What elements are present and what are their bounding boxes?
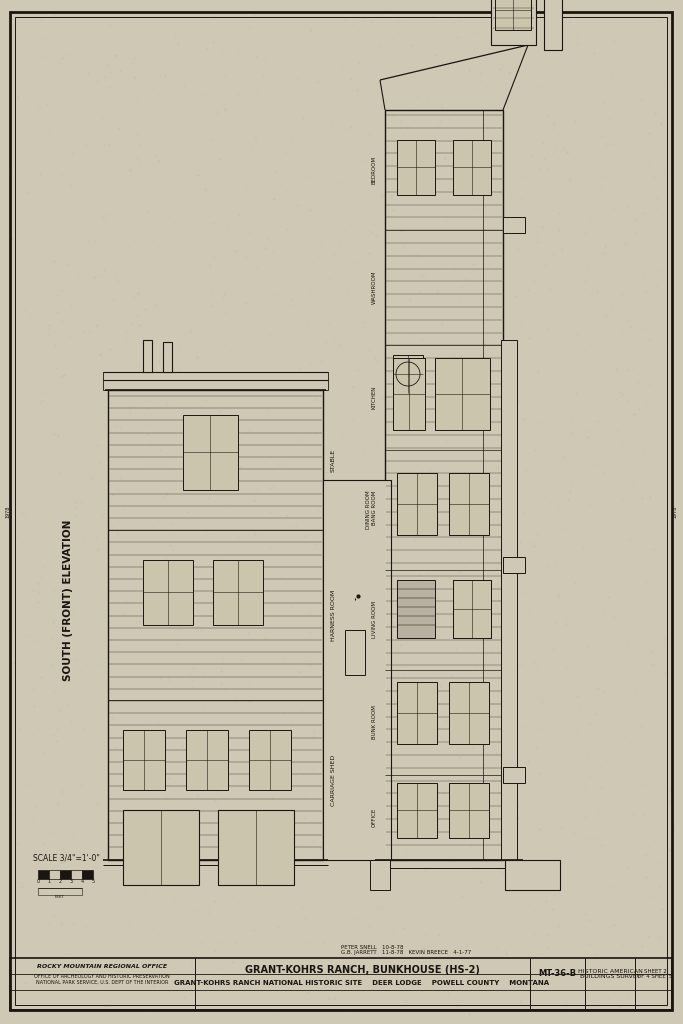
Text: STABLE: STABLE — [331, 449, 336, 472]
Bar — [49, 870, 60, 879]
Bar — [397, 140, 435, 195]
Text: 3: 3 — [70, 879, 72, 884]
Bar — [249, 730, 291, 790]
Bar — [38, 870, 49, 879]
Bar — [183, 415, 238, 490]
Bar — [397, 580, 435, 638]
Text: 5: 5 — [92, 879, 94, 884]
Bar — [503, 767, 525, 783]
Text: WASHROOM: WASHROOM — [372, 270, 377, 304]
Text: PETER SNELL   10-8-78: PETER SNELL 10-8-78 — [341, 945, 404, 950]
Bar — [123, 810, 199, 885]
Bar — [218, 810, 294, 885]
Bar — [449, 783, 489, 838]
Bar — [82, 870, 93, 879]
Bar — [323, 480, 391, 860]
Bar — [503, 217, 525, 233]
Text: HISTORIC AMERICAN
BUILDINGS SURVEY: HISTORIC AMERICAN BUILDINGS SURVEY — [578, 969, 643, 979]
Bar — [163, 342, 172, 372]
Bar — [501, 340, 517, 860]
Bar — [505, 860, 560, 890]
Bar — [143, 560, 193, 625]
Text: OFFICE OF ARCHEOLOGY AND HISTORIC PRESERVATION: OFFICE OF ARCHEOLOGY AND HISTORIC PRESER… — [34, 974, 170, 979]
Bar — [123, 730, 165, 790]
Bar — [71, 870, 82, 879]
Text: 1: 1 — [47, 879, 51, 884]
Text: BEDROOM: BEDROOM — [372, 156, 377, 184]
Text: G.B. JARRETT   11-8-78   KEVIN BREECE   4-1-77: G.B. JARRETT 11-8-78 KEVIN BREECE 4-1-77 — [341, 950, 471, 955]
Bar — [143, 340, 152, 372]
Text: CARRIAGE SHED: CARRIAGE SHED — [331, 755, 336, 806]
Bar — [453, 580, 491, 638]
Bar — [108, 390, 323, 860]
Text: 0: 0 — [36, 879, 40, 884]
Text: SHEET 2
OF 4 SHEETS: SHEET 2 OF 4 SHEETS — [637, 969, 673, 979]
Bar — [491, 0, 536, 45]
Text: GRANT-KOHRS RANCH, BUNKHOUSE (HS-2): GRANT-KOHRS RANCH, BUNKHOUSE (HS-2) — [245, 965, 479, 975]
Bar — [213, 560, 263, 625]
Bar — [393, 355, 423, 393]
Text: KITCHEN: KITCHEN — [372, 385, 377, 409]
Bar — [393, 358, 425, 430]
Text: 1978: 1978 — [5, 506, 10, 518]
Text: FEET: FEET — [55, 895, 65, 899]
Text: ROCKY MOUNTAIN REGIONAL OFFICE: ROCKY MOUNTAIN REGIONAL OFFICE — [37, 965, 167, 970]
Bar — [397, 473, 437, 535]
Bar — [495, 0, 531, 30]
Bar — [10, 958, 672, 1010]
Bar — [103, 372, 328, 390]
Bar — [449, 473, 489, 535]
Bar — [60, 870, 71, 879]
Bar — [449, 682, 489, 744]
Text: 2: 2 — [59, 879, 61, 884]
Bar — [453, 140, 491, 195]
Bar — [435, 358, 490, 430]
Bar — [453, 580, 491, 638]
Text: HARNESS ROOM: HARNESS ROOM — [331, 590, 336, 641]
Text: BUNK ROOM: BUNK ROOM — [372, 706, 377, 739]
Bar — [345, 630, 365, 675]
Text: OFFICE: OFFICE — [372, 807, 377, 826]
Text: SCALE 3/4"=1'-0": SCALE 3/4"=1'-0" — [33, 853, 100, 862]
Bar — [38, 888, 82, 895]
Text: 1978: 1978 — [673, 506, 678, 518]
Text: LIVING ROOM: LIVING ROOM — [372, 601, 377, 639]
Bar — [385, 110, 503, 860]
Text: MT-36-B: MT-36-B — [538, 970, 576, 979]
Text: 4: 4 — [81, 879, 83, 884]
Bar — [186, 730, 228, 790]
Text: GRANT-KOHRS RANCH NATIONAL HISTORIC SITE    DEER LODGE    POWELL COUNTY    MONTA: GRANT-KOHRS RANCH NATIONAL HISTORIC SITE… — [174, 980, 550, 986]
Bar — [370, 860, 390, 890]
Bar — [544, 0, 562, 50]
Text: SOUTH (FRONT) ELEVATION: SOUTH (FRONT) ELEVATION — [63, 519, 73, 681]
Bar — [397, 682, 437, 744]
Text: NATIONAL PARK SERVICE, U.S. DEPT OF THE INTERIOR: NATIONAL PARK SERVICE, U.S. DEPT OF THE … — [36, 980, 168, 984]
Text: DINING ROOM
BANG ROOM: DINING ROOM BANG ROOM — [366, 490, 377, 529]
Bar — [503, 557, 525, 573]
Bar — [397, 783, 437, 838]
